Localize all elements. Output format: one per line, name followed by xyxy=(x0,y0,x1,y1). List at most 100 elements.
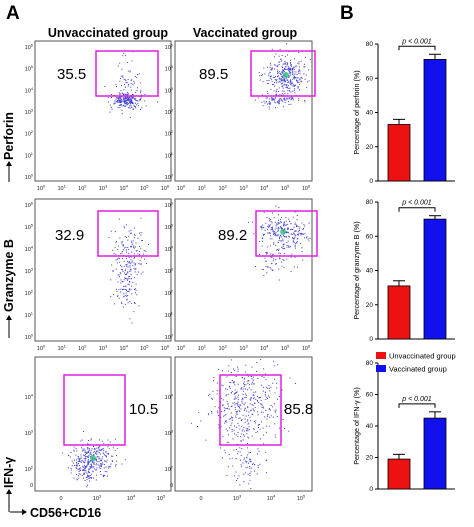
flow-dot xyxy=(271,48,273,50)
flow-dot xyxy=(270,256,272,258)
pct-granzyme-unvaccinated: 32.9 xyxy=(55,227,84,244)
flow-dot xyxy=(109,466,111,468)
flow-dot xyxy=(271,69,273,71)
flow-dot xyxy=(264,416,266,418)
flow-dot xyxy=(126,100,128,101)
flow-dot xyxy=(127,279,128,281)
flow-dot xyxy=(124,285,126,287)
flow-x-tick-label: 104 xyxy=(127,494,136,503)
flow-dot xyxy=(260,384,262,386)
flow-dot xyxy=(270,221,272,223)
flow-dot xyxy=(259,424,261,425)
flow-dot xyxy=(289,90,290,92)
flow-dot xyxy=(135,263,137,265)
flow-dot xyxy=(116,448,118,450)
flow-dot xyxy=(89,449,91,451)
flow-dot xyxy=(263,67,265,69)
flow-dot xyxy=(247,407,249,409)
flow-dot xyxy=(132,97,134,99)
flow-dot xyxy=(128,276,130,277)
flow-dot xyxy=(226,376,228,378)
flow-dot xyxy=(229,408,231,410)
flow-dot xyxy=(87,455,89,457)
flow-dot xyxy=(127,278,129,280)
bar-y-tick-label: 0 xyxy=(369,336,373,343)
flow-dot xyxy=(283,90,285,92)
flow-dot xyxy=(256,473,258,475)
flow-dot xyxy=(88,452,90,453)
flow-dot xyxy=(303,73,305,75)
flow-dot xyxy=(270,268,272,270)
flow-dot xyxy=(281,261,283,263)
flow-dot xyxy=(250,399,252,401)
flow-dot xyxy=(98,460,100,462)
flow-dot xyxy=(290,62,292,64)
flow-dot xyxy=(73,477,75,479)
flow-dot xyxy=(279,427,280,429)
flow-dot xyxy=(273,403,275,405)
bar-unvaccinated xyxy=(387,124,411,182)
flow-x-tick-label: 101 xyxy=(57,344,66,353)
flow-dot xyxy=(285,217,287,219)
flow-dot xyxy=(84,450,86,452)
flow-dot xyxy=(126,236,127,238)
flow-dot xyxy=(288,218,290,220)
flow-dot xyxy=(237,398,239,400)
flow-dot xyxy=(90,467,92,469)
flow-dot xyxy=(88,440,89,441)
flow-plot-perforin-unvaccinated xyxy=(34,40,172,182)
flow-dot xyxy=(282,70,284,72)
flow-dot xyxy=(273,90,275,92)
flow-dot xyxy=(238,410,240,412)
flow-dot xyxy=(132,109,134,110)
flow-dot xyxy=(297,230,299,232)
flow-dot xyxy=(293,75,295,77)
flow-dot xyxy=(281,265,283,267)
flow-dot xyxy=(130,268,132,270)
flow-dot xyxy=(301,251,303,252)
bar-y-tick-label: 0 xyxy=(369,178,373,185)
flow-x-tick-label: 103 xyxy=(99,184,108,193)
flow-dot xyxy=(277,223,279,225)
flow-dot xyxy=(240,388,242,390)
flow-dot xyxy=(288,235,290,237)
flow-dot xyxy=(104,464,105,466)
flow-dot xyxy=(284,93,286,95)
flow-plot-perforin-vaccinated xyxy=(174,40,313,182)
flow-dot xyxy=(117,101,119,103)
flow-dot xyxy=(285,64,287,65)
flow-dot xyxy=(124,96,126,98)
flow-dot xyxy=(116,101,118,103)
flow-dot xyxy=(234,370,236,372)
flow-dot xyxy=(284,80,286,82)
flow-dot xyxy=(82,450,83,452)
flow-dot xyxy=(127,62,129,63)
flow-dot xyxy=(273,243,275,245)
flow-dot xyxy=(132,103,134,105)
flow-dot xyxy=(251,435,253,437)
flow-dot xyxy=(257,448,259,450)
flow-dot xyxy=(226,407,228,409)
flow-dot xyxy=(277,230,279,231)
flow-dot xyxy=(274,423,276,425)
flow-dot xyxy=(105,466,107,468)
flow-dot xyxy=(300,77,302,79)
flow-dot xyxy=(268,101,270,103)
bar-unvaccinated xyxy=(387,285,411,340)
flow-dot xyxy=(221,457,223,459)
flow-dot xyxy=(276,78,278,80)
flow-dot xyxy=(228,405,230,407)
flow-dot xyxy=(293,230,295,232)
flow-dot xyxy=(281,228,283,229)
flow-dot xyxy=(110,279,112,281)
flow-dot xyxy=(121,100,123,102)
flow-dot xyxy=(126,98,128,100)
flow-dot xyxy=(293,71,295,73)
flow-dot xyxy=(305,56,306,58)
flow-dot xyxy=(290,73,292,75)
flow-dot xyxy=(115,464,117,466)
flow-dot xyxy=(83,455,85,457)
flow-dot xyxy=(297,80,299,82)
flow-dot xyxy=(96,456,98,458)
gate-perforin-vaccinated xyxy=(250,50,316,97)
